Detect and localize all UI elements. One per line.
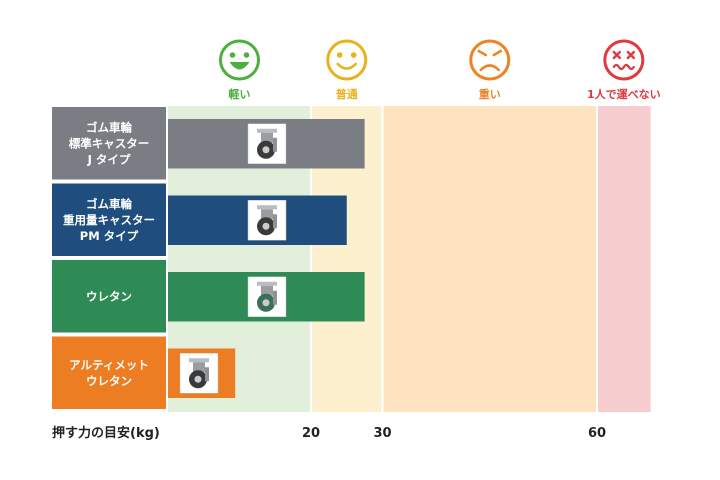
x-tick-30: 30	[373, 426, 391, 441]
face-outline	[469, 39, 511, 81]
smile-face-icon	[326, 39, 368, 81]
face-mouth	[612, 63, 635, 71]
category-box-3	[52, 336, 166, 409]
x-tick-20: 20	[302, 426, 320, 441]
category-label-2: ウレタン	[86, 289, 132, 303]
face-mouth	[479, 64, 501, 72]
zone-2	[382, 106, 597, 412]
category-box-2	[52, 260, 166, 333]
frown-face-icon	[469, 39, 511, 81]
face-mouth	[336, 62, 358, 70]
zone-3	[597, 106, 651, 412]
ultimate-caster-icon	[179, 353, 219, 394]
zone-label-1: 普通	[336, 87, 358, 101]
x-axis: 押す力の目安(kg) 20 30 60	[52, 425, 606, 441]
x-tick-60: 60	[588, 426, 606, 441]
zone-label-3: 1人で運べない	[587, 87, 661, 101]
rubber-caster-icon	[247, 123, 287, 164]
face-eye	[350, 52, 357, 58]
faces-layer: 軽い 普通 重い 1人で運べない	[219, 39, 661, 101]
category-label-1: ゴム車輪重用量キャスター PM タイプ	[63, 197, 155, 243]
face-outline	[219, 39, 260, 81]
x-axis-label: 押す力の目安(kg)	[52, 425, 160, 441]
zone-label-2: 重い	[479, 87, 501, 101]
face-eye	[336, 52, 343, 58]
dizzy-face-icon	[603, 39, 645, 81]
heavy-caster-icon	[247, 200, 287, 241]
face-outline	[603, 39, 645, 81]
face-brow	[477, 49, 488, 57]
zone-label-0: 軽い	[229, 87, 251, 101]
face-mouth	[229, 62, 250, 70]
urethane-caster-icon	[247, 276, 287, 317]
bars-layer	[168, 119, 365, 398]
face-x-eye	[626, 50, 636, 60]
face-outline	[326, 39, 368, 81]
face-eye	[229, 52, 236, 58]
face-eye	[243, 52, 250, 58]
category-box-1	[52, 183, 166, 256]
face-brow	[492, 49, 503, 57]
category-box-0	[52, 107, 166, 180]
happy-face-icon	[219, 39, 260, 81]
face-x-eye	[612, 50, 622, 60]
category-label-0: ゴム車輪標準キャスター J タイプ	[69, 120, 150, 166]
category-label-3: アルティメットウレタン	[69, 358, 149, 388]
